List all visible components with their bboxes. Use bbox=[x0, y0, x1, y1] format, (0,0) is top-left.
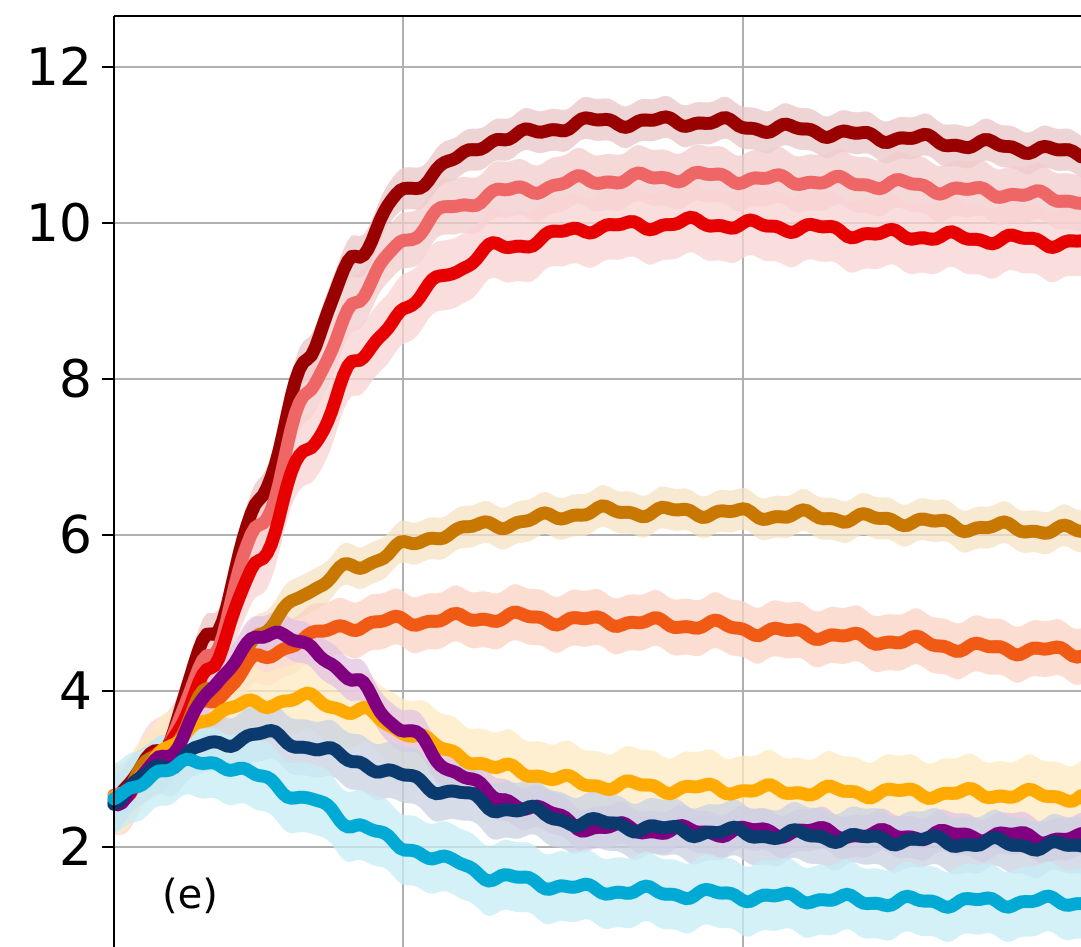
y-tick-label: 2 bbox=[59, 818, 92, 878]
y-tick-label: 4 bbox=[59, 662, 92, 722]
series-line-3 bbox=[107, 499, 1081, 809]
panel-label: (e) bbox=[162, 872, 218, 918]
series-band-8 bbox=[114, 724, 1081, 943]
y-ticks: 2 4 6 8 10 12 bbox=[26, 38, 114, 878]
axes bbox=[113, 15, 1081, 947]
series-line-5 bbox=[107, 686, 1081, 808]
series-line-8 bbox=[107, 752, 1081, 914]
series-line-0 bbox=[107, 110, 1081, 807]
y-tick-label: 12 bbox=[26, 38, 92, 98]
y-tick-label: 10 bbox=[26, 194, 92, 254]
y-tick-label: 6 bbox=[59, 506, 92, 566]
series-lines bbox=[107, 110, 1081, 914]
series-band-4 bbox=[114, 584, 1081, 825]
series-line-7 bbox=[107, 724, 1081, 857]
series-line-4 bbox=[107, 605, 1081, 804]
series-line-1 bbox=[107, 165, 1081, 802]
series-line-2 bbox=[107, 210, 1081, 807]
y-tick-label: 8 bbox=[59, 350, 92, 410]
series-band-1 bbox=[114, 144, 1081, 824]
series-band-2 bbox=[114, 182, 1081, 835]
